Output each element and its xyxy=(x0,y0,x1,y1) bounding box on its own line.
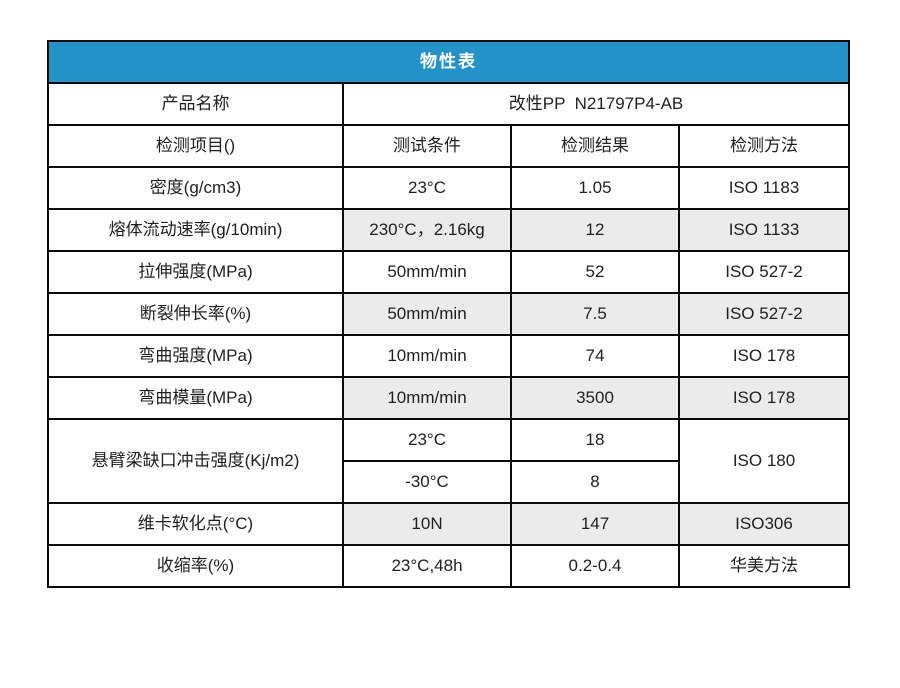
item-cell: 维卡软化点(°C) xyxy=(47,502,344,546)
condition-cell: 10mm/min xyxy=(342,334,512,378)
result-cell: 52 xyxy=(510,250,680,294)
properties-table: 物性表 产品名称 改性PP N21797P4-AB 检测项目() 测试条件 检测… xyxy=(47,40,850,588)
method-cell: ISO 1133 xyxy=(678,208,850,252)
table-row-density: 密度(g/cm3) 23°C 1.05 ISO 1183 xyxy=(47,166,850,210)
col-header-test-item: 检测项目() xyxy=(47,124,344,168)
table-row-tensile-strength: 拉伸强度(MPa) 50mm/min 52 ISO 527-2 xyxy=(47,250,850,294)
col-header-test-result: 检测结果 xyxy=(510,124,680,168)
header-row: 检测项目() 测试条件 检测结果 检测方法 xyxy=(47,124,850,168)
table-row-elongation-at-break: 断裂伸长率(%) 50mm/min 7.5 ISO 527-2 xyxy=(47,292,850,336)
col-header-test-method: 检测方法 xyxy=(678,124,850,168)
condition-cell: 23°C xyxy=(342,166,512,210)
product-name-label: 产品名称 xyxy=(47,82,344,126)
page-title: 物性表 xyxy=(47,40,850,84)
result-cell: 1.05 xyxy=(510,166,680,210)
title-row: 物性表 xyxy=(47,40,850,84)
result-cell: 18 xyxy=(510,418,680,462)
table-row-flexural-modulus: 弯曲模量(MPa) 10mm/min 3500 ISO 178 xyxy=(47,376,850,420)
product-row: 产品名称 改性PP N21797P4-AB xyxy=(47,82,850,126)
result-cell: 12 xyxy=(510,208,680,252)
result-cell: 0.2-0.4 xyxy=(510,544,680,588)
table-row-shrinkage: 收缩率(%) 23°C,48h 0.2-0.4 华美方法 xyxy=(47,544,850,588)
col-header-test-condition: 测试条件 xyxy=(342,124,512,168)
result-cell: 8 xyxy=(510,460,680,504)
condition-cell: 230°C，2.16kg xyxy=(342,208,512,252)
table-row-vicat-softening-point: 维卡软化点(°C) 10N 147 ISO306 xyxy=(47,502,850,546)
item-cell: 弯曲模量(MPa) xyxy=(47,376,344,420)
condition-cell: 50mm/min xyxy=(342,292,512,336)
condition-cell: -30°C xyxy=(342,460,512,504)
item-cell: 拉伸强度(MPa) xyxy=(47,250,344,294)
item-cell: 密度(g/cm3) xyxy=(47,166,344,210)
method-cell: ISO 1183 xyxy=(678,166,850,210)
item-cell: 断裂伸长率(%) xyxy=(47,292,344,336)
result-cell: 3500 xyxy=(510,376,680,420)
condition-cell: 23°C xyxy=(342,418,512,462)
method-cell: ISO 178 xyxy=(678,334,850,378)
item-cell: 悬臂梁缺口冲击强度(Kj/m2) xyxy=(47,418,344,504)
condition-cell: 50mm/min xyxy=(342,250,512,294)
item-cell: 收缩率(%) xyxy=(47,544,344,588)
table-row-izod-impact-minus30c: -30°C 8 xyxy=(48,460,849,504)
condition-cell: 23°C,48h xyxy=(342,544,512,588)
table-row-izod-impact-23c: 悬臂梁缺口冲击强度(Kj/m2) 23°C 18 ISO 180 xyxy=(47,418,850,504)
table-row-flexural-strength: 弯曲强度(MPa) 10mm/min 74 ISO 178 xyxy=(47,334,850,378)
method-cell: 华美方法 xyxy=(678,544,850,588)
method-cell: ISO 527-2 xyxy=(678,292,850,336)
method-cell: ISO 180 xyxy=(678,418,850,504)
result-cell: 74 xyxy=(510,334,680,378)
product-name-value: 改性PP N21797P4-AB xyxy=(342,82,850,126)
method-cell: ISO306 xyxy=(678,502,850,546)
condition-cell: 10N xyxy=(342,502,512,546)
item-cell: 熔体流动速率(g/10min) xyxy=(47,208,344,252)
item-cell: 弯曲强度(MPa) xyxy=(47,334,344,378)
method-cell: ISO 527-2 xyxy=(678,250,850,294)
result-cell: 7.5 xyxy=(510,292,680,336)
table-row-melt-flow-rate: 熔体流动速率(g/10min) 230°C，2.16kg 12 ISO 1133 xyxy=(47,208,850,252)
condition-cell: 10mm/min xyxy=(342,376,512,420)
method-cell: ISO 178 xyxy=(678,376,850,420)
result-cell: 147 xyxy=(510,502,680,546)
